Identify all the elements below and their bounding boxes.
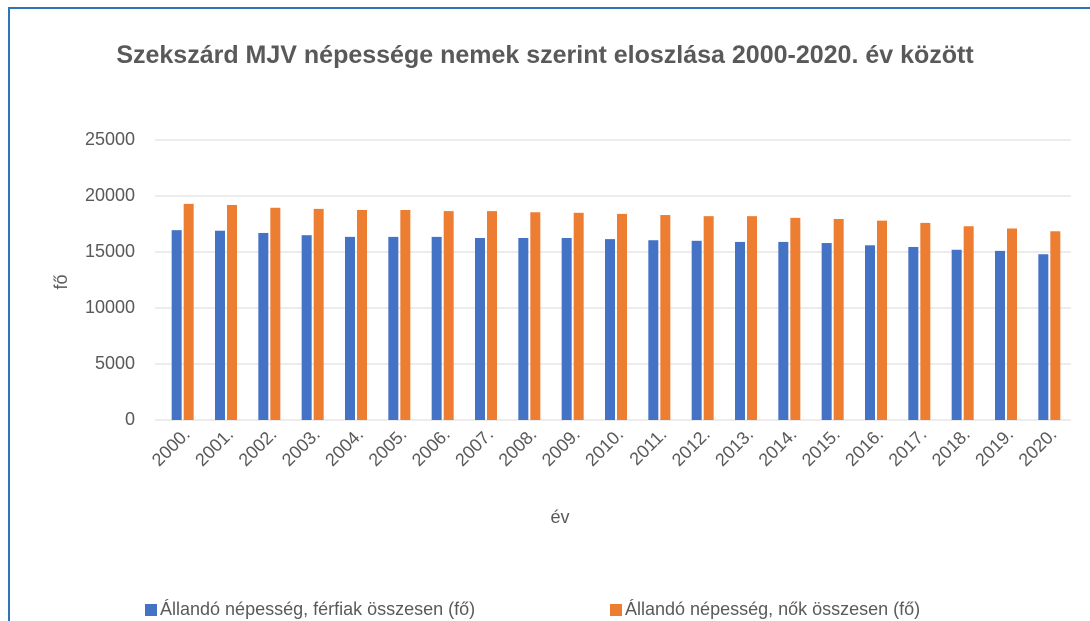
y-tick-label: 0 [125, 409, 135, 429]
bar [431, 236, 442, 420]
legend-swatch [610, 604, 622, 616]
bar [920, 222, 931, 420]
bar [388, 236, 399, 420]
bar [227, 204, 237, 420]
chart-title: Szekszárd MJV népessége nemek szerint el… [116, 41, 974, 69]
x-tick-label: 2018. [928, 424, 974, 470]
bar [561, 238, 572, 420]
bar [215, 230, 225, 420]
y-tick-label: 10000 [85, 297, 135, 317]
bar [518, 238, 529, 420]
bar [660, 215, 671, 420]
bar [908, 246, 919, 420]
bar [345, 236, 355, 420]
bar [357, 210, 367, 420]
y-tick-label: 20000 [85, 185, 135, 205]
bar [1007, 228, 1017, 420]
x-tick-label: 2007. [451, 424, 497, 470]
bar [301, 235, 312, 420]
x-tick-label: 2009. [538, 424, 584, 470]
bar [648, 240, 659, 420]
y-tick-label: 15000 [85, 241, 135, 261]
x-tick-label: 2000. [148, 424, 194, 470]
legend-label: Állandó népesség, nők összesen (fő) [625, 599, 920, 619]
bar [475, 238, 485, 420]
bar [1050, 231, 1061, 420]
x-tick-label: 2002. [235, 424, 281, 470]
x-tick-label: 2003. [278, 424, 324, 470]
bar [995, 250, 1005, 420]
bar [617, 213, 627, 420]
bar [487, 211, 497, 420]
legend-swatch [145, 604, 157, 616]
bar [573, 212, 584, 420]
chart-border [8, 7, 1090, 621]
bar [443, 211, 454, 420]
bar [790, 217, 801, 420]
x-tick-label: 2010. [581, 424, 627, 470]
x-tick-label: 2015. [798, 424, 844, 470]
bar [530, 212, 541, 420]
bar [833, 218, 844, 420]
x-tick-label: 2006. [408, 424, 454, 470]
legend-label: Állandó népesség, férfiak összesen (fő) [160, 599, 475, 619]
bar [865, 245, 875, 420]
bar [313, 208, 324, 420]
bar [258, 232, 269, 420]
bar [400, 210, 411, 420]
bar [605, 239, 615, 420]
bar [951, 249, 962, 420]
bar [747, 216, 757, 420]
x-tick-label: 2016. [841, 424, 887, 470]
bar [270, 207, 281, 420]
bar [821, 243, 832, 420]
bar [1038, 254, 1049, 420]
x-tick-label: 2020. [1015, 424, 1061, 470]
x-tick-label: 2005. [365, 424, 411, 470]
bar [171, 230, 182, 420]
bar [183, 203, 194, 420]
x-tick-label: 2012. [668, 424, 714, 470]
x-tick-label: 2001. [191, 424, 237, 470]
x-tick-label: 2004. [321, 424, 367, 470]
y-tick-label: 5000 [95, 353, 135, 373]
x-tick-label: 2017. [885, 424, 931, 470]
x-tick-label: 2014. [755, 424, 801, 470]
bar [735, 241, 745, 420]
bar [877, 220, 887, 420]
x-tick-label: 2011. [625, 424, 670, 469]
x-tick-label: 2008. [495, 424, 541, 470]
bar [691, 240, 702, 420]
x-axis-label: év [550, 507, 569, 527]
y-axis-label: fő [51, 274, 71, 289]
x-tick-label: 2013. [711, 424, 757, 470]
bar [703, 216, 714, 420]
x-tick-label: 2019. [971, 424, 1017, 470]
bar [778, 241, 789, 420]
y-tick-label: 25000 [85, 129, 135, 149]
bar [963, 226, 974, 420]
